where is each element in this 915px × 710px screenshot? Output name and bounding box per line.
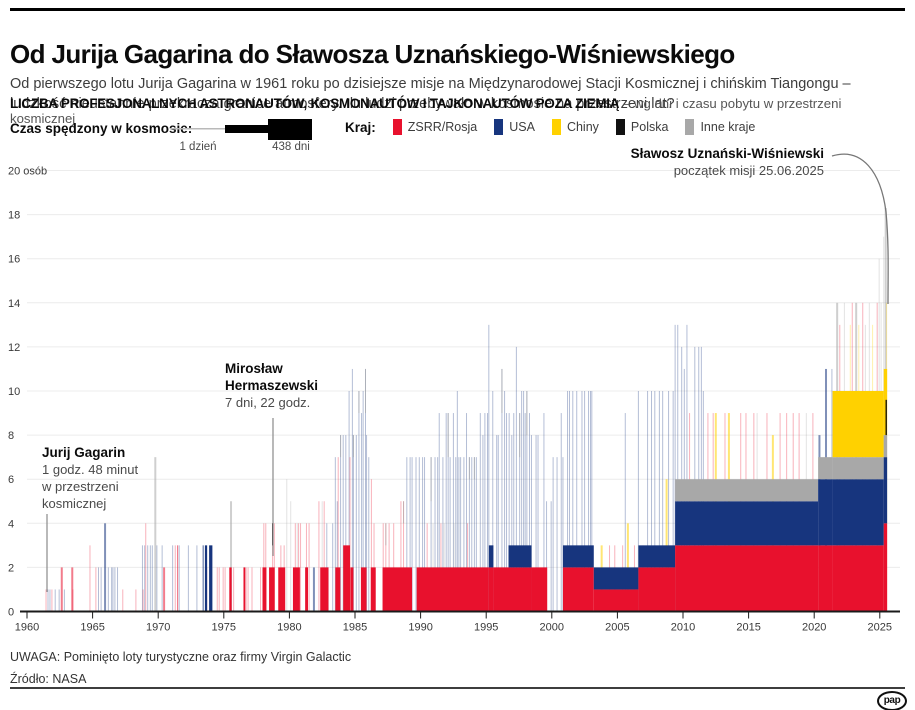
swatch-chiny [551,119,561,135]
svg-text:2015: 2015 [736,622,760,634]
chart-heading: LICZBA PROFESJONALNYCH ASTRONAUTÓW, KOSM… [10,96,905,126]
legend-item-usa: USA [494,119,535,135]
annotation-leader-lines [46,153,889,592]
legend-countries: Kraj: ZSRR/Rosja USA Chiny Polska Inne k… [345,119,755,135]
svg-text:8: 8 [8,430,14,442]
chart-heading-sub: – wg dni i czasu pobytu w przestrzeni ko… [10,96,842,126]
annotation-slawosz: Sławosz Uznański-Wiśniewski początek mis… [630,146,824,178]
svg-text:1985: 1985 [343,622,367,634]
legend-time-max: 438 dni [272,141,310,153]
svg-text:1965: 1965 [80,622,104,634]
svg-text:2005: 2005 [605,622,629,634]
legend-item-chiny: Chiny [551,119,599,135]
swatch-polska [615,119,625,135]
svg-text:20 osób: 20 osób [8,166,47,178]
svg-text:1960: 1960 [15,622,39,634]
annotation-gagarin: Jurij Gagarin 1 godz. 48 minut w przestr… [42,445,139,511]
swatch-inne-kraje [685,119,695,135]
swatch-zsrr-rosja [392,119,402,135]
legend-item-polska: Polska [615,119,668,135]
chart-heading-main: LICZBA PROFESJONALNYCH ASTRONAUTÓW, KOSM… [10,96,620,111]
svg-text:16: 16 [8,254,20,266]
svg-text:2000: 2000 [540,622,564,634]
svg-text:1975: 1975 [212,622,236,634]
svg-text:2: 2 [8,562,14,574]
top-rule [10,8,905,11]
pap-logo: pap [877,691,907,710]
svg-text:1990: 1990 [408,622,432,634]
legend-item-zsrr-rosja: ZSRR/Rosja [392,119,477,135]
legend-country-label: Kraj: [345,119,376,135]
svg-text:6: 6 [8,474,14,486]
slawosz-leader-line [831,153,889,305]
svg-text:12: 12 [8,342,20,354]
chart-canvas: 20 osób 18 16 14 12 10 8 6 4 2 0 1960 1965 1970 1975 1… [8,153,900,634]
svg-text:0: 0 [8,607,14,619]
intro-text: Od pierwszego lotu Jurija Gagarina w 196… [10,75,851,113]
svg-text:1995: 1995 [474,622,498,634]
svg-text:1980: 1980 [277,622,301,634]
legend-time-label: Czas spędzony w kosmosie: [10,121,193,136]
svg-text:4: 4 [8,518,14,530]
swatch-usa [494,119,504,135]
footer-source: Źródło: NASA [10,672,87,686]
svg-text:1970: 1970 [146,622,170,634]
svg-text:10: 10 [8,386,20,398]
svg-text:2010: 2010 [671,622,695,634]
svg-text:2020: 2020 [802,622,826,634]
svg-text:14: 14 [8,298,20,310]
bottom-rule [10,687,905,689]
svg-text:18: 18 [8,210,20,222]
time-scale-icon [170,119,312,140]
footer-note: UWAGA: Pominięto loty turystyczne oraz f… [10,650,352,664]
legend-time-min: 1 dzień [179,141,217,153]
legend-item-inne-kraje: Inne kraje [685,119,755,135]
svg-text:2025: 2025 [868,622,892,634]
page-title: Od Jurija Gagarina do Sławosza Uznańskie… [10,39,735,70]
annotation-hermaszewski: Mirosław Hermaszewski 7 dni, 22 godz. [225,361,319,410]
